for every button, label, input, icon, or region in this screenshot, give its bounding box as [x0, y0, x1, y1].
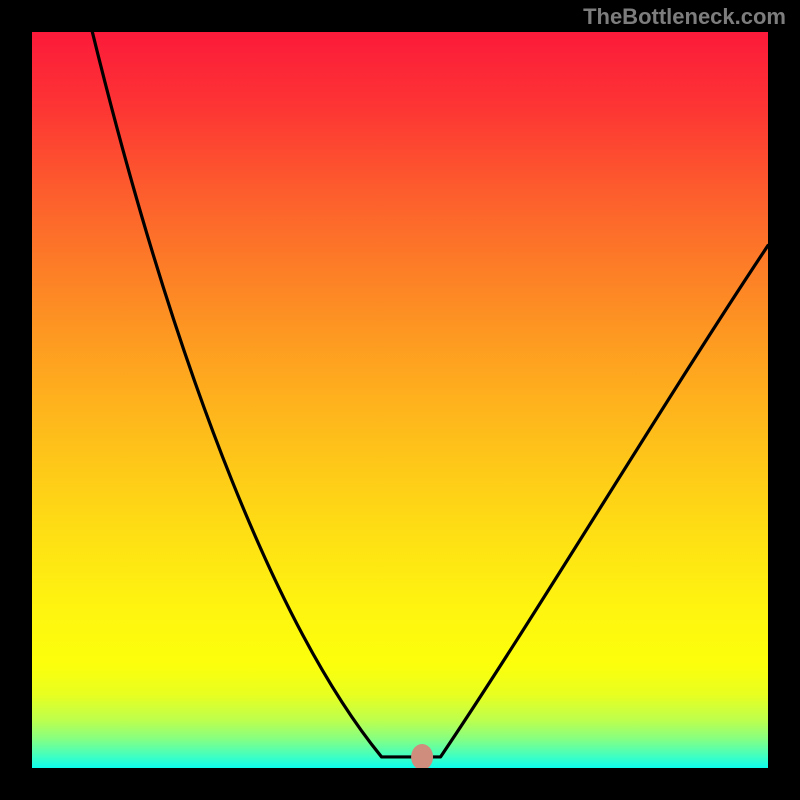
plot-background	[32, 32, 768, 768]
figure-canvas: { "watermark": { "text": "TheBottleneck.…	[0, 0, 800, 800]
plot-area	[32, 32, 768, 768]
plot-svg	[32, 32, 768, 768]
watermark-text: TheBottleneck.com	[583, 4, 786, 30]
